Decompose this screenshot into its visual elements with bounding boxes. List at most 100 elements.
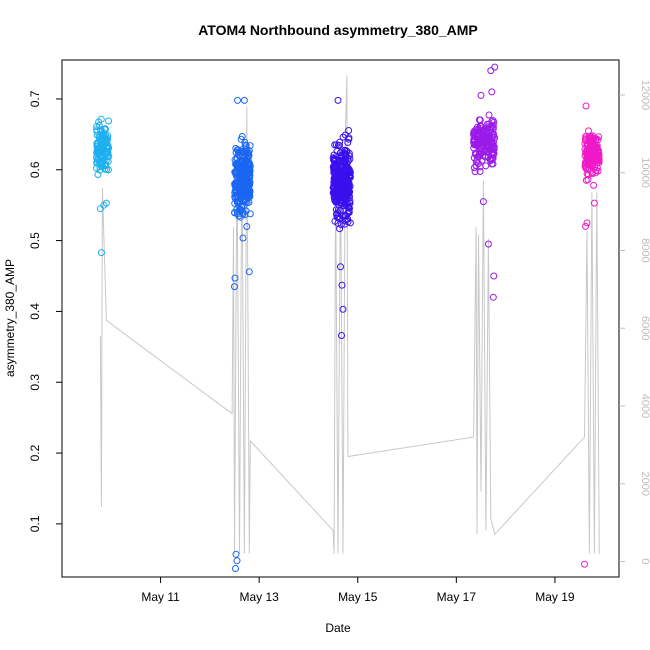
- data-point: [489, 121, 497, 129]
- y2-tick-label: 2000: [639, 471, 650, 495]
- data-point: [485, 111, 493, 119]
- cluster-5: [581, 102, 603, 568]
- outlier-point: [234, 96, 241, 104]
- data-point: [104, 166, 112, 174]
- data-point: [93, 158, 101, 166]
- x-tick-label: May 13: [239, 590, 279, 604]
- data-point: [239, 197, 247, 205]
- y2-tick-label: 4000: [639, 394, 650, 418]
- plot-frame: [61, 59, 620, 578]
- data-point: [337, 221, 345, 229]
- data-point: [490, 145, 498, 152]
- cluster-2: [231, 96, 254, 572]
- data-point: [235, 212, 243, 220]
- outlier-point: [581, 560, 588, 568]
- outlier-point: [232, 565, 239, 572]
- y2-tick-label: 12000: [639, 80, 650, 111]
- data-point: [236, 187, 244, 195]
- data-point: [330, 166, 338, 174]
- data-point: [246, 142, 254, 150]
- data-point: [330, 151, 338, 159]
- outlier-point: [97, 249, 105, 257]
- y-tick-label: 0.1: [28, 515, 42, 532]
- outlier-point: [232, 550, 240, 558]
- data-point: [244, 166, 252, 174]
- data-point: [472, 132, 480, 140]
- outlier-point: [240, 96, 248, 104]
- data-point: [343, 216, 351, 224]
- data-point: [101, 162, 109, 170]
- x-tick-label: May 17: [437, 590, 477, 604]
- data-point: [239, 234, 247, 242]
- data-point: [336, 142, 343, 149]
- axes-layer: May 11 May 13 May 15 May 17 May 19 0.1 0.2 0.3 0…: [28, 80, 650, 604]
- data-point: [235, 177, 243, 185]
- data-point: [345, 149, 353, 157]
- y2-tick-label: 8000: [639, 238, 650, 262]
- data-point: [584, 176, 592, 184]
- data-point: [239, 174, 247, 182]
- data-point: [589, 158, 597, 166]
- x-tick-label: May 15: [338, 590, 378, 604]
- data-point: [236, 182, 244, 190]
- data-point: [486, 155, 494, 163]
- data-point: [94, 156, 102, 163]
- outlier-point: [96, 205, 104, 213]
- x-axis-label: Date: [325, 621, 351, 635]
- data-point: [489, 131, 497, 139]
- y-tick-label: 0.4: [28, 303, 42, 320]
- outlier-point: [583, 219, 591, 227]
- data-point: [474, 160, 482, 168]
- data-point: [341, 131, 349, 139]
- data-point: [585, 127, 592, 135]
- data-point: [246, 189, 254, 197]
- data-point: [344, 139, 352, 146]
- x-tick-label: May 19: [535, 590, 575, 604]
- data-point: [340, 192, 348, 200]
- data-point: [105, 117, 112, 125]
- data-point: [96, 149, 104, 157]
- data-point: [239, 208, 247, 216]
- data-point: [332, 198, 339, 205]
- data-point: [244, 171, 252, 178]
- data-point: [104, 145, 111, 153]
- outlier-point: [338, 281, 346, 289]
- data-point: [342, 176, 349, 184]
- data-point: [477, 145, 485, 153]
- data-point: [239, 161, 247, 169]
- data-point: [242, 142, 250, 150]
- data-point: [104, 158, 112, 165]
- data-point: [583, 154, 591, 162]
- data-point: [233, 206, 241, 214]
- data-point: [241, 138, 249, 146]
- data-point: [243, 174, 251, 182]
- data-point: [590, 143, 598, 151]
- y2-tick-label: 10000: [639, 157, 650, 188]
- data-point: [472, 140, 480, 148]
- data-point: [488, 142, 496, 150]
- data-point: [346, 182, 354, 190]
- data-point: [471, 168, 479, 176]
- data-point: [477, 148, 484, 156]
- data-point: [587, 161, 595, 169]
- data-point: [95, 118, 103, 126]
- data-point: [243, 223, 251, 230]
- data-point: [339, 170, 347, 178]
- data-point: [590, 181, 598, 189]
- data-point: [341, 158, 349, 166]
- data-point: [480, 131, 488, 139]
- data-point: [342, 201, 350, 209]
- data-point: [241, 192, 249, 200]
- secondary-series-line: [99, 75, 600, 554]
- data-point: [93, 131, 101, 139]
- data-point: [344, 203, 352, 211]
- y2-tick-label: 6000: [639, 316, 650, 340]
- outlier-point: [339, 305, 347, 313]
- data-point: [93, 149, 101, 157]
- y2-tick-label: 0: [639, 558, 650, 564]
- cluster-1: [93, 115, 113, 257]
- data-point: [475, 116, 483, 124]
- data-point: [341, 220, 349, 228]
- data-point: [589, 136, 597, 144]
